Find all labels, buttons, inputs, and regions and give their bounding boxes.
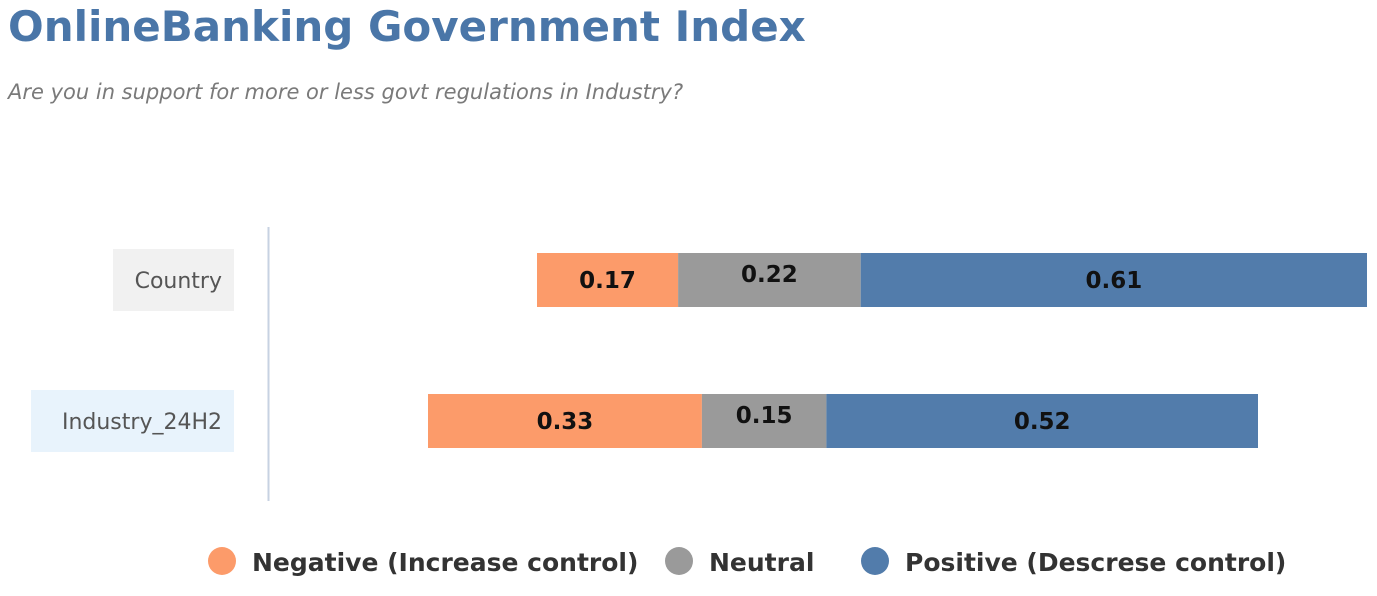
data-label-country-neutral: 0.22	[741, 262, 798, 288]
data-label-industry-24h2-negative-increase-control: 0.33	[537, 409, 594, 435]
legend-marker-negative-increase-control[interactable]	[208, 547, 236, 575]
legend-marker-neutral[interactable]	[665, 547, 693, 575]
data-label-industry-24h2-neutral: 0.15	[736, 403, 793, 429]
bar-country-neutral	[678, 253, 861, 307]
category-label-country: Country	[135, 269, 222, 294]
bar-country-positive-descrese-control	[860, 253, 1367, 307]
bar-country-negative-increase-control	[537, 253, 679, 307]
bar-industry-24h2-negative-increase-control	[428, 394, 702, 448]
data-label-country-negative-increase-control: 0.17	[579, 268, 636, 294]
bar-industry-24h2-neutral	[701, 394, 827, 448]
legend-marker-positive-descrese-control[interactable]	[861, 547, 889, 575]
legend-label-neutral[interactable]: Neutral	[709, 548, 814, 577]
data-label-industry-24h2-positive-descrese-control: 0.52	[1014, 409, 1071, 435]
legend-label-positive-descrese-control[interactable]: Positive (Descrese control)	[905, 548, 1286, 577]
legend-label-negative-increase-control[interactable]: Negative (Increase control)	[252, 548, 638, 577]
data-label-country-positive-descrese-control: 0.61	[1085, 268, 1142, 294]
bar-industry-24h2-positive-descrese-control	[826, 394, 1258, 448]
category-label-bg-industry-24h2	[31, 390, 234, 452]
chart-title: OnlineBanking Government Index	[8, 2, 806, 51]
chart-subtitle: Are you in support for more or less govt…	[8, 80, 684, 104]
category-label-bg-country	[113, 249, 234, 311]
category-label-industry-24h2: Industry_24H2	[62, 410, 222, 435]
